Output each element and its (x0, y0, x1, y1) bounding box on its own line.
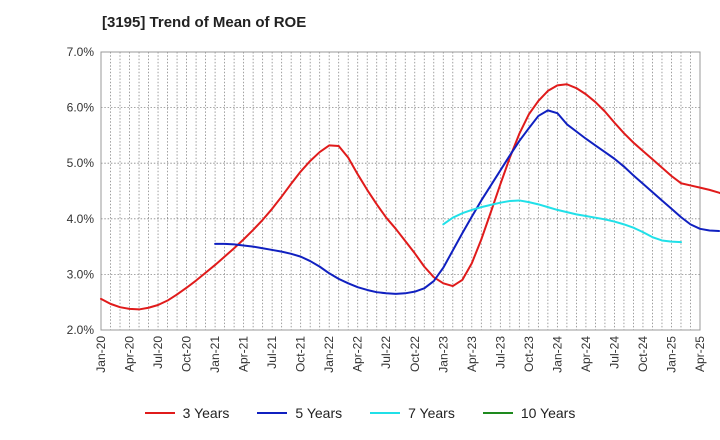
legend-label: 5 Years (295, 405, 343, 421)
x-tick-label: Jan-21 (208, 336, 222, 373)
x-tick-label: Jan-22 (322, 336, 336, 373)
y-tick-label: 4.0% (67, 212, 95, 226)
x-tick-label: Jan-24 (550, 336, 564, 373)
x-tick-label: Oct-22 (408, 336, 422, 372)
x-tick-label: Apr-23 (465, 336, 479, 372)
legend-item-7-years: 7 Years (370, 405, 455, 421)
chart-title: [3195] Trend of Mean of ROE (102, 14, 307, 31)
x-tick-label: Jan-23 (436, 336, 450, 373)
x-tick-label: Apr-20 (123, 336, 137, 372)
x-tick-label: Oct-20 (180, 336, 194, 372)
x-tick-label: Oct-23 (522, 336, 536, 372)
x-tick-label: Jul-21 (265, 336, 279, 369)
x-tick-label: Apr-25 (693, 336, 707, 372)
x-tick-label: Jul-24 (607, 336, 621, 369)
series-line-7-years (442, 199, 682, 244)
legend-item-5-years: 5 Years (257, 405, 342, 421)
legend: 3 Years 5 Years 7 Years 10 Years (0, 405, 720, 421)
legend-item-10-years: 10 Years (482, 405, 576, 421)
y-tick-label: 6.0% (67, 101, 95, 115)
x-tick-label: Jan-25 (664, 336, 678, 373)
y-tick-label: 5.0% (67, 156, 95, 170)
y-tick-label: 2.0% (67, 323, 95, 337)
x-tick-label: Jul-20 (151, 336, 165, 369)
series-lines (100, 83, 720, 311)
x-tick-label: Apr-24 (579, 336, 593, 372)
legend-swatch (370, 412, 401, 414)
y-tick-label: 3.0% (67, 267, 95, 281)
legend-label: 10 Years (520, 405, 576, 421)
plot-frame (100, 51, 701, 331)
x-tick-label: Apr-22 (351, 336, 365, 372)
y-tick-label: 7.0% (67, 45, 95, 59)
legend-label: 3 Years (182, 405, 230, 421)
grid (101, 52, 700, 330)
x-tick-label: Oct-24 (636, 336, 650, 372)
legend-label: 7 Years (408, 405, 455, 421)
legend-item-3-years: 3 Years (144, 405, 230, 421)
legend-swatch (482, 412, 513, 414)
x-tick-label: Apr-21 (237, 336, 251, 372)
legend-swatch (257, 412, 288, 414)
x-tick-label: Jul-22 (379, 336, 393, 369)
axes: 2.0% 3.0% 4.0% 5.0% 6.0% 7.0% Jan-20 Apr-20 Jul-… (67, 45, 707, 373)
x-tick-label: Jul-23 (493, 336, 507, 369)
x-tick-label: Jan-20 (94, 336, 108, 373)
series-line-5-years (214, 109, 720, 295)
legend-swatch (144, 412, 175, 414)
series-line-3-years (100, 83, 720, 311)
x-tick-label: Oct-21 (294, 336, 308, 372)
